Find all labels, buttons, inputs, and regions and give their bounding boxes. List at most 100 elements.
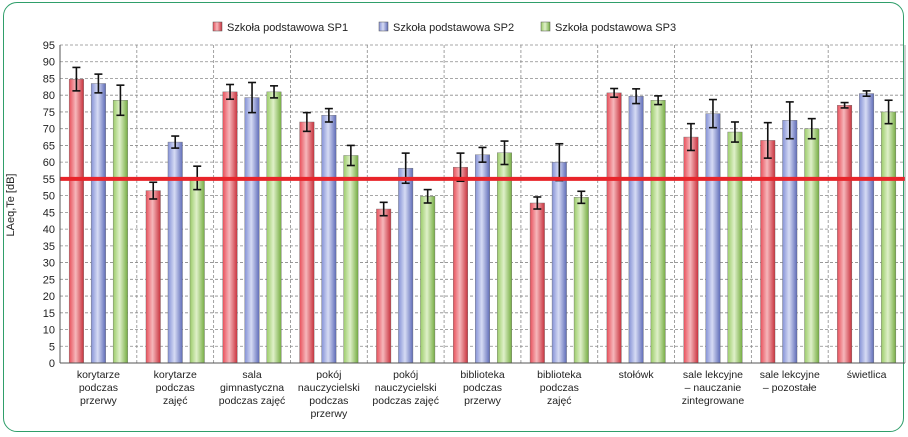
y-axis-title: LAeq,Te [dB] bbox=[5, 174, 17, 237]
category-label-line: pokój bbox=[316, 369, 341, 381]
bars bbox=[68, 78, 897, 364]
axes bbox=[59, 45, 906, 364]
y-tick-label: 65 bbox=[43, 140, 55, 152]
category-label-line: podczas zajęć bbox=[219, 395, 286, 407]
bar bbox=[167, 141, 183, 364]
bar bbox=[760, 140, 776, 364]
category-label: sale lekcyjne – nauczanie zintegrowane bbox=[682, 369, 745, 407]
bar bbox=[90, 83, 106, 364]
category-label-line: przerwy bbox=[464, 395, 502, 407]
legend-label: Szkoła podstawowa SP3 bbox=[555, 22, 676, 34]
bar bbox=[343, 155, 359, 364]
category-label-line: sale lekcyjne bbox=[683, 369, 743, 381]
category-label: sala gimnastyczna podczas zajęć bbox=[219, 369, 286, 407]
bar bbox=[222, 91, 238, 364]
y-tick-label: 60 bbox=[43, 157, 55, 169]
category-label-line: biblioteka bbox=[537, 369, 582, 381]
category-label-line: podczas bbox=[463, 382, 502, 394]
y-tick-label: 30 bbox=[43, 258, 55, 270]
category-label: pokój nauczycielski podczas zajęć bbox=[372, 369, 439, 407]
category-label: biblioteka podczas zajęć bbox=[537, 369, 582, 407]
y-tick-label: 45 bbox=[43, 207, 55, 219]
legend-swatch bbox=[540, 21, 551, 32]
legend-swatch bbox=[378, 21, 389, 32]
bar bbox=[705, 113, 721, 364]
bar bbox=[475, 154, 490, 364]
category-label: korytarze podczas przerwy bbox=[77, 369, 120, 407]
bar bbox=[376, 208, 392, 364]
y-tick-label: 15 bbox=[43, 308, 55, 320]
category-label-line: stołówk bbox=[619, 369, 655, 381]
category-label-line: podczas zajęć bbox=[372, 395, 439, 407]
bar bbox=[266, 91, 282, 364]
bar bbox=[628, 96, 644, 364]
category-label: pokój nauczycielski podczas przerwy bbox=[298, 369, 360, 420]
bar bbox=[804, 128, 820, 364]
bar bbox=[650, 100, 666, 364]
bar bbox=[321, 115, 337, 364]
bar bbox=[881, 111, 897, 364]
y-tick-label: 20 bbox=[43, 291, 55, 303]
bar bbox=[145, 190, 161, 364]
y-tick-label: 95 bbox=[43, 40, 55, 52]
category-label-line: świetlica bbox=[847, 369, 887, 381]
bar bbox=[727, 131, 743, 364]
category-label-line: zajęć bbox=[163, 395, 188, 407]
bar bbox=[189, 177, 205, 364]
bar bbox=[420, 196, 436, 364]
category-label-line: sala bbox=[242, 369, 261, 381]
legend-swatch bbox=[212, 21, 223, 32]
category-label-line: korytarze bbox=[77, 369, 120, 381]
category-label-line: korytarze bbox=[154, 369, 197, 381]
category-label-line: pokój bbox=[393, 369, 418, 381]
y-tick-label: 50 bbox=[43, 191, 55, 203]
category-label-line: zintegrowane bbox=[682, 395, 745, 407]
y-tick-label: 25 bbox=[43, 274, 55, 286]
category-label: świetlica bbox=[847, 369, 887, 381]
bar bbox=[529, 202, 545, 364]
category-label-line: sale lekcyjne bbox=[760, 369, 820, 381]
bar bbox=[606, 92, 622, 364]
y-tick-label: 75 bbox=[43, 107, 55, 119]
bar bbox=[551, 161, 567, 364]
category-label-line: podczas bbox=[309, 395, 348, 407]
bar bbox=[112, 100, 128, 364]
y-tick-label: 70 bbox=[43, 124, 55, 136]
category-label-line: nauczycielski bbox=[298, 382, 360, 394]
y-tick-label: 10 bbox=[43, 325, 55, 337]
y-tick-label: 0 bbox=[49, 358, 55, 370]
bar bbox=[859, 93, 875, 364]
category-label-line: nauczycielski bbox=[375, 382, 437, 394]
bar bbox=[573, 197, 589, 364]
bar bbox=[398, 167, 414, 364]
y-tick-label: 40 bbox=[43, 224, 55, 236]
y-tick-label: 85 bbox=[43, 73, 55, 85]
category-label: stołówk bbox=[619, 369, 655, 381]
category-label-line: – pozostałe bbox=[763, 382, 817, 394]
y-tick-label: 55 bbox=[43, 174, 55, 186]
bar bbox=[299, 121, 315, 364]
legend-label: Szkoła podstawowa SP1 bbox=[227, 22, 348, 34]
category-label: sale lekcyjne – pozostałe bbox=[760, 369, 820, 394]
legend: Szkoła podstawowa SP1 Szkoła podstawowa S… bbox=[212, 21, 676, 34]
y-tick-label: 5 bbox=[49, 341, 55, 353]
bar bbox=[453, 166, 468, 364]
category-label-line: przerwy bbox=[80, 395, 118, 407]
category-label-line: zajęć bbox=[547, 395, 572, 407]
y-axis-ticks: 0 5 10 15 20 25 30 35 40 45 50 55 60 65 70 75 80 85 90 95 bbox=[43, 40, 55, 370]
y-tick-label: 80 bbox=[43, 90, 55, 102]
legend-label: Szkoła podstawowa SP2 bbox=[393, 22, 514, 34]
category-label: biblioteka podczas przerwy bbox=[460, 369, 505, 407]
category-label: korytarze podczas zajęć bbox=[154, 369, 197, 407]
y-tick-label: 35 bbox=[43, 241, 55, 253]
bar bbox=[244, 97, 260, 364]
bar bbox=[683, 136, 699, 364]
bar bbox=[837, 105, 853, 364]
category-label-line: podczas bbox=[156, 382, 195, 394]
category-label-line: – nauczanie bbox=[685, 382, 742, 394]
bar bbox=[782, 120, 798, 364]
bar bbox=[497, 152, 512, 364]
y-tick-label: 90 bbox=[43, 57, 55, 69]
